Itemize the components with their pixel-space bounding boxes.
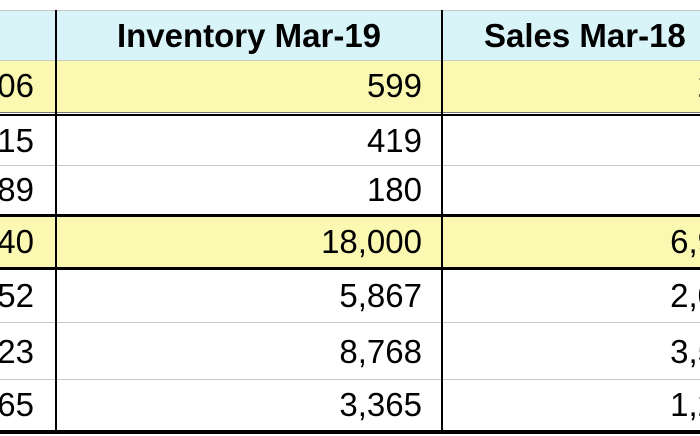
cell-partial[interactable]: 06 (0, 60, 56, 112)
cell-sales-value: 3,5 (670, 333, 700, 370)
cell-sales-value: 1 (458, 122, 700, 160)
table-row: 89 180 (0, 166, 700, 214)
row-border-thick (0, 430, 700, 434)
column-border (55, 10, 57, 432)
table-row: 15 419 1 (0, 116, 700, 166)
column-border (441, 10, 443, 432)
cell-sales-value: 6,9 (670, 223, 700, 260)
cell-sales-value: 1,2 (670, 386, 700, 423)
cell-inventory[interactable]: 599 (56, 60, 442, 112)
table-row: 65 3,365 1,2 (0, 380, 700, 430)
row-border-thick (0, 267, 700, 270)
grid-line (0, 379, 700, 380)
cell-sales[interactable] (442, 166, 700, 214)
cell-partial[interactable]: 15 (0, 122, 34, 159)
cell-sales[interactable]: 2 (442, 60, 700, 112)
table-row: 23 8,768 3,5 (0, 324, 700, 380)
cell-sales-value: 2 (458, 67, 700, 105)
header-inventory[interactable]: Inventory Mar-19 (56, 11, 442, 60)
table-row: 52 5,867 2,0 (0, 270, 700, 322)
cell-partial[interactable]: 40 (0, 217, 56, 267)
cell-sales[interactable]: 3,5 (442, 324, 700, 380)
cell-sales[interactable]: 2,0 (442, 270, 700, 322)
cell-sales[interactable]: 1,2 (442, 380, 700, 430)
header-row: Inventory Mar-19 Sales Mar-18 (0, 11, 700, 60)
cell-inventory[interactable]: 419 (366, 122, 422, 159)
cell-partial[interactable]: 89 (0, 171, 34, 208)
top-row-strip (0, 0, 700, 11)
cell-inventory[interactable]: 3,365 (339, 386, 422, 423)
header-sales[interactable]: Sales Mar-18 (442, 11, 700, 60)
cell-partial[interactable]: 65 (0, 386, 34, 423)
cell-inventory[interactable]: 180 (366, 171, 422, 208)
cell-sales-value: 2,0 (670, 277, 700, 314)
cell-partial[interactable]: 52 (0, 277, 34, 314)
cell-sales[interactable]: 1 (442, 116, 700, 166)
grid-line (0, 165, 700, 166)
row-border-thick (0, 214, 700, 217)
grid-line (0, 112, 700, 113)
cell-inventory[interactable]: 8,768 (339, 333, 422, 370)
header-cell-partial[interactable] (0, 11, 56, 60)
row-border-thick (0, 114, 700, 116)
table-row: 40 18,000 6,9 (0, 217, 700, 267)
cell-partial[interactable]: 23 (0, 333, 34, 370)
cell-inventory[interactable]: 5,867 (339, 277, 422, 314)
table-row: 06 599 2 (0, 60, 700, 112)
grid-line (0, 60, 700, 61)
grid-line (0, 322, 700, 323)
cell-inventory[interactable]: 18,000 (56, 217, 442, 267)
cell-sales[interactable]: 6,9 (442, 217, 700, 267)
